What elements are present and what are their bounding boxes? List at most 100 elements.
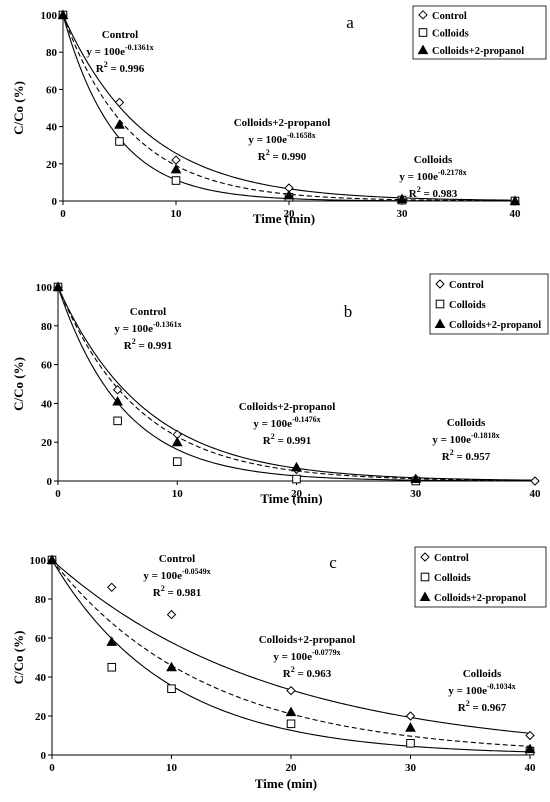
fit-annotation-colloids-2-propanol-equation-exponent: -0.1658x [287,131,316,140]
x-tick-label: 0 [60,208,66,220]
fit-annotation-colloids-r-squared: R2 = 0.967 [458,699,507,714]
x-tick-label: 20 [284,208,296,220]
y-tick-label: 0 [52,196,58,208]
fit-annotation-control-equation-base: y = 100e [114,323,153,335]
panel-letter: c [329,553,337,572]
fit-annotation-colloids-2-propanol-equation-base: y = 100e [273,651,312,663]
y-axis-title: C/Co (%) [11,81,26,135]
fit-annotation-control-equation-exponent: -0.1361x [153,320,182,329]
y-tick-label: 60 [35,633,47,645]
fit-annotation-colloids-2-propanol-equation: y = 100e-0.0779x [273,648,340,663]
data-point-colloids-2-propanol [396,193,408,204]
y-tick-label: 80 [35,594,47,606]
data-point-control [171,155,181,165]
x-tick-label: 40 [530,488,542,500]
fit-annotation-colloids-2-propanol-equation: y = 100e-0.1476x [253,415,320,430]
data-point-colloids [292,474,301,484]
fit-annotation-colloids-2-propanol-equation-exponent: -0.1476x [292,415,321,424]
fit-annotation-control-label: Control [102,29,138,41]
y-tick-label: 100 [36,282,53,294]
fit-annotation-colloids-2-propanol-label: Colloids+2-propanol [259,634,356,646]
fit-annotation-colloids-2-propanol-equation-base: y = 100e [253,418,292,430]
fit-annotation-control-r-squared-value: = 0.996 [108,63,145,75]
data-point-colloids-2-propanol [410,473,422,484]
x-tick-label: 10 [166,762,178,774]
fit-annotation-control-r-squared-symbol: R [153,587,162,599]
fit-annotation-colloids-r-squared-power: 2 [466,699,470,708]
fit-annotation-colloids-2-propanol-r-squared-symbol: R [283,668,292,680]
data-point-colloids-2-propanol [52,281,64,291]
y-tick-label: 60 [41,360,53,372]
fit-annotation-control-r-squared-value: = 0.981 [165,587,202,599]
legend-marker-control [435,279,445,289]
fit-annotation-colloids-2-propanol-equation-base: y = 100e [248,134,287,146]
fit-annotation-colloids-2-propanol-r-squared: R2 = 0.991 [263,432,311,447]
fit-annotation-control-equation-base: y = 100e [143,570,182,582]
x-tick-label: 0 [55,488,61,500]
y-tick-label: 0 [41,750,47,762]
panel-letter: a [346,13,354,32]
fit-annotation-control-equation: y = 100e-0.1361x [114,320,181,335]
fit-annotation-colloids-label: Colloids [463,668,502,680]
fit-annotation-control-label: Control [159,553,195,565]
y-tick-label: 40 [46,122,58,134]
legend-marker-colloids [435,299,445,309]
y-axis-title: C/Co (%) [11,631,26,685]
fit-annotation-control-r-squared: R2 = 0.996 [96,60,145,75]
x-tick-label: 40 [510,208,522,220]
x-tick-label: 10 [172,488,184,500]
data-point-control [405,711,416,721]
fit-annotation-colloids-2-propanol-r-squared: R2 = 0.963 [283,665,332,680]
y-axis-title: C/Co (%) [11,357,26,411]
fit-curve-colloids [51,559,531,753]
fit-annotation-control-equation-base: y = 100e [86,46,125,58]
legend-marker-colloids-2-propanol [434,318,446,328]
legend-label-colloids-2-propanol: Colloids+2-propanol [432,46,524,57]
chart-panel-a: 0 20 40 60 80 100 0 10 20 30 40 Time (min) C/Co (%) a… [11,5,547,226]
fit-annotation-colloids-r-squared-power: 2 [417,185,421,194]
fit-annotation-colloids-2-propanol-label: Colloids+2-propanol [239,401,336,413]
x-tick-label: 0 [49,762,55,774]
data-point-colloids-2-propanol [166,661,177,672]
x-axis-title: Time (min) [255,776,317,791]
legend-marker-colloids [418,28,428,37]
fit-annotation-colloids-r-squared-symbol: R [409,188,418,200]
fit-annotation-colloids-2-propanol-r-squared-value: = 0.990 [270,151,307,163]
fit-annotation-colloids-r-squared-value: = 0.983 [421,188,458,200]
legend-label-control: Control [449,280,484,291]
data-point-control [107,582,117,593]
fit-annotation-colloids-2-propanol-r-squared-power: 2 [271,432,275,441]
panel-letter: b [344,302,353,321]
fit-annotation-colloids-r-squared-value: = 0.957 [454,451,491,463]
y-tick-label: 40 [41,398,53,410]
fit-annotation-colloids-r-squared-power: 2 [450,448,454,457]
x-axis-title: Time (min) [260,491,322,506]
legend: Control Colloids Colloids+2-propanol [414,546,547,608]
fit-annotation-colloids-r-squared: R2 = 0.983 [409,185,458,200]
data-point-control [114,97,125,108]
fit-annotation-colloids-2-propanol-r-squared: R2 = 0.990 [258,148,307,163]
data-point-colloids-2-propanol [405,722,416,732]
legend-label-control: Control [432,11,467,22]
data-point-colloids [172,457,182,466]
legend-box [412,5,547,60]
data-point-colloids [406,739,415,748]
data-point-colloids-2-propanol [291,461,302,472]
fit-annotation-control-r-squared-symbol: R [124,340,133,352]
legend-marker-control [418,10,428,20]
y-tick-label: 100 [30,555,47,567]
legend-box [429,273,549,335]
legend-label-colloids-2-propanol: Colloids+2-propanol [434,593,526,604]
fit-annotation-colloids-equation-base: y = 100e [448,685,487,697]
y-tick-label: 20 [46,159,58,171]
y-tick-label: 0 [47,476,53,488]
data-point-control [112,385,123,395]
data-point-colloids [167,684,176,694]
legend-marker-control [420,552,430,562]
legend-label-colloids: Colloids [434,573,471,584]
fit-annotation-control-r-squared-power: 2 [104,60,108,69]
fit-annotation-colloids-label: Colloids [414,154,453,166]
data-point-colloids-2-propanol [114,119,125,129]
fit-annotation-colloids-r-squared-value: = 0.967 [470,702,507,714]
fit-annotation-colloids-r-squared-symbol: R [458,702,467,714]
